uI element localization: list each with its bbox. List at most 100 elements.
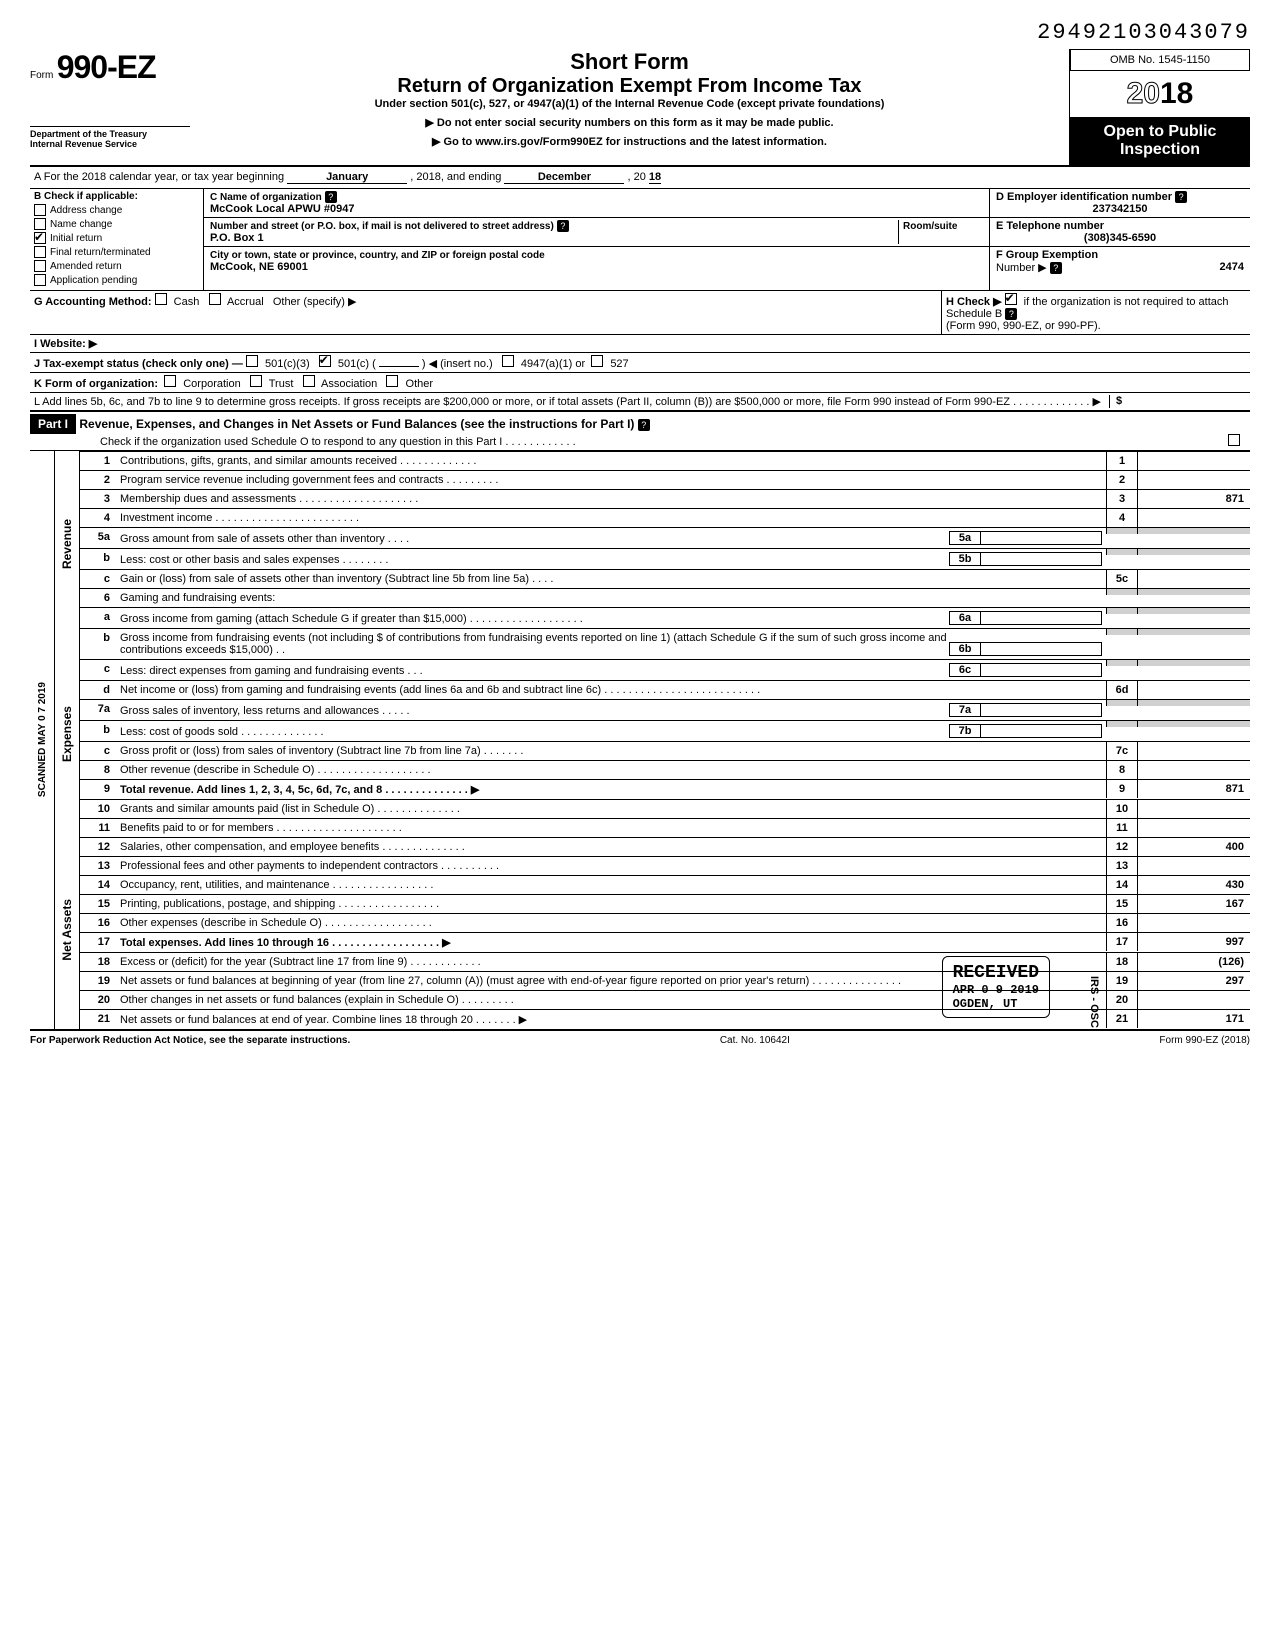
box-num: 11 (1106, 819, 1138, 837)
box-num: 9 (1106, 780, 1138, 798)
amount (1138, 452, 1250, 458)
lbl-assoc: Association (321, 378, 377, 390)
col-b-header: B Check if applicable: (34, 191, 199, 202)
footer: For Paperwork Reduction Act Notice, see … (30, 1029, 1250, 1046)
cb-accrual[interactable] (209, 293, 221, 305)
line-num: 17 (80, 933, 116, 951)
lbl-527: 527 (610, 358, 628, 370)
omb-number: OMB No. 1545-1150 (1070, 49, 1250, 71)
line-text: Membership dues and assessments . . . . … (116, 490, 1106, 508)
box-num: 1 (1106, 452, 1138, 470)
cb-assoc[interactable] (303, 375, 315, 387)
amount-shaded (1138, 589, 1250, 595)
amount-shaded (1138, 700, 1250, 706)
amount: (126) (1138, 953, 1250, 971)
part-1-title: Revenue, Expenses, and Changes in Net As… (79, 417, 634, 431)
line-a: aGross income from gaming (attach Schedu… (80, 607, 1250, 628)
cb-trust[interactable] (250, 375, 262, 387)
sub-box-num: 7b (949, 724, 981, 738)
box-num: 17 (1106, 933, 1138, 951)
box-num-shaded (1106, 549, 1138, 555)
cb-corp[interactable] (164, 375, 176, 387)
line-21: 21Net assets or fund balances at end of … (80, 1009, 1250, 1029)
lbl-initial-return: Initial return (50, 233, 102, 244)
help-icon[interactable]: ? (1050, 262, 1062, 274)
cb-pending[interactable] (34, 274, 46, 286)
tel-value: (308)345-6590 (996, 232, 1244, 244)
cb-cash[interactable] (155, 293, 167, 305)
cb-schedule-b[interactable] (1005, 293, 1017, 305)
cb-other-org[interactable] (386, 375, 398, 387)
line-num: c (80, 742, 116, 760)
cb-name-change[interactable] (34, 218, 46, 230)
cb-527[interactable] (591, 355, 603, 367)
line-num: 9 (80, 780, 116, 798)
line-4: 4Investment income . . . . . . . . . . .… (80, 508, 1250, 527)
cb-501c[interactable] (319, 355, 331, 367)
box-num-shaded (1106, 528, 1138, 534)
box-num-shaded (1106, 589, 1138, 595)
line-1: 1Contributions, gifts, grants, and simil… (80, 451, 1250, 470)
row-l-amount: $ (1109, 395, 1246, 408)
row-a-mid: , 2018, and ending (410, 171, 501, 183)
cb-initial-return[interactable] (34, 232, 46, 244)
cb-schedule-o-part1[interactable] (1228, 434, 1240, 446)
year-prefix: 20 (1127, 77, 1160, 110)
box-num-shaded (1106, 721, 1138, 727)
row-h-label: H Check ▶ (946, 296, 1002, 308)
scanned-stamp: SCANNED MAY 0 7 2019 (37, 682, 48, 797)
help-icon[interactable]: ? (325, 191, 337, 203)
ein-label: D Employer identification number (996, 191, 1172, 203)
line-text: Gross amount from sale of assets other t… (116, 528, 1106, 548)
row-a-end-yr: 18 (649, 171, 661, 184)
amount (1138, 819, 1250, 825)
line-d: dNet income or (loss) from gaming and fu… (80, 680, 1250, 699)
group-label: F Group Exemption (996, 249, 1098, 261)
part-1-checkline: Check if the organization used Schedule … (30, 436, 576, 448)
entity-info-grid: B Check if applicable: Address change Na… (30, 188, 1250, 290)
cb-501c3[interactable] (246, 355, 258, 367)
line-num: 16 (80, 914, 116, 932)
row-a-begin: January (287, 171, 407, 184)
line-text: Gain or (loss) from sale of assets other… (116, 570, 1106, 588)
title-warn: ▶ Do not enter social security numbers o… (190, 116, 1069, 129)
sub-box-num: 6c (949, 663, 981, 677)
line-text: Less: cost of goods sold . . . . . . . .… (116, 721, 1106, 741)
lbl-other-org: Other (406, 378, 434, 390)
cb-address-change[interactable] (34, 204, 46, 216)
line-num: 7a (80, 700, 116, 718)
box-num: 18 (1106, 953, 1138, 971)
title-main: Return of Organization Exempt From Incom… (190, 75, 1069, 98)
box-num: 12 (1106, 838, 1138, 856)
help-icon[interactable]: ? (1005, 308, 1017, 320)
line-num: b (80, 629, 116, 647)
cb-amended[interactable] (34, 260, 46, 272)
lbl-pending: Application pending (50, 275, 137, 286)
line-num: 2 (80, 471, 116, 489)
box-num: 13 (1106, 857, 1138, 875)
cb-final-return[interactable] (34, 246, 46, 258)
line-text: Gross income from fundraising events (no… (116, 629, 1106, 659)
lbl-501c-after: ) ◀ (insert no.) (422, 358, 493, 370)
line-7a: 7aGross sales of inventory, less returns… (80, 699, 1250, 720)
col-d-ids: D Employer identification number ? 23734… (989, 189, 1250, 290)
help-icon[interactable]: ? (557, 220, 569, 232)
line-num: 18 (80, 953, 116, 971)
amount-shaded (1138, 721, 1250, 727)
line-num: 19 (80, 972, 116, 990)
line-text: Benefits paid to or for members . . . . … (116, 819, 1106, 837)
line-text: Gross sales of inventory, less returns a… (116, 700, 1106, 720)
line-num: 15 (80, 895, 116, 913)
line-text: Net income or (loss) from gaming and fun… (116, 681, 1106, 699)
footer-right: Form 990-EZ (2018) (1159, 1035, 1250, 1046)
lbl-trust: Trust (269, 378, 294, 390)
row-a-tax-year: A For the 2018 calendar year, or tax yea… (30, 165, 1250, 188)
line-num: 20 (80, 991, 116, 1009)
cb-4947[interactable] (502, 355, 514, 367)
line-num: a (80, 608, 116, 626)
line-5a: 5aGross amount from sale of assets other… (80, 527, 1250, 548)
help-icon[interactable]: ? (638, 419, 650, 431)
help-icon[interactable]: ? (1175, 191, 1187, 203)
line-num: 10 (80, 800, 116, 818)
line-b: bGross income from fundraising events (n… (80, 628, 1250, 659)
